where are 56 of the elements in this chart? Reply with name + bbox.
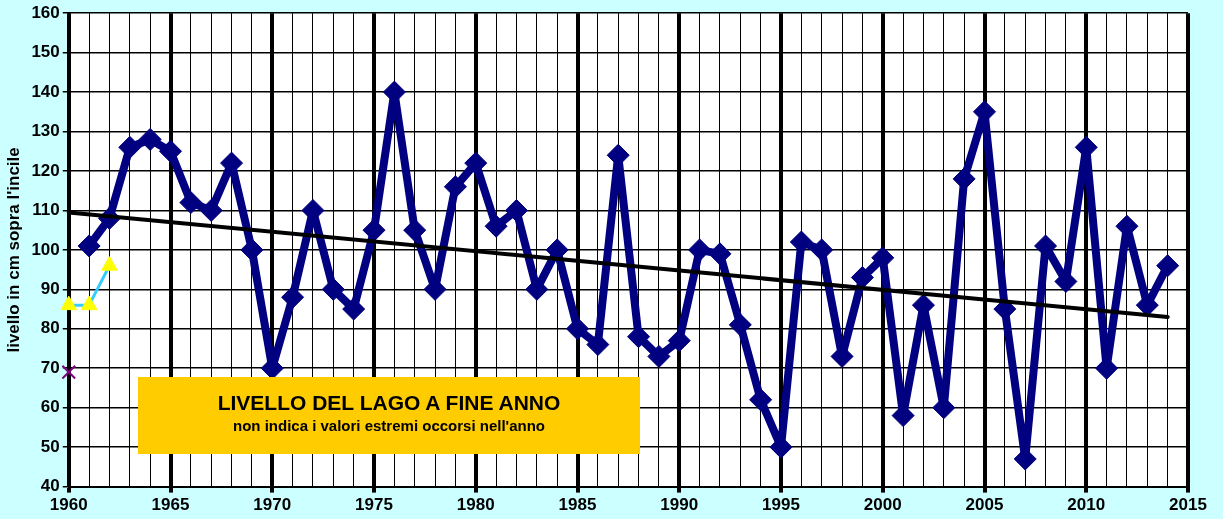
x-tick-label: 2005	[965, 495, 1004, 515]
x-tick-label: 1980	[456, 495, 495, 515]
point	[810, 238, 834, 262]
x-tick-label: 1970	[253, 495, 292, 515]
point	[627, 325, 651, 349]
x-tick-label: 1990	[660, 495, 699, 515]
point	[708, 242, 732, 266]
point	[362, 218, 386, 242]
y-tick-label: 120	[31, 160, 60, 180]
y-tick-label: 90	[40, 279, 60, 299]
y-axis-title: livello in cm sopra l'incile	[3, 147, 23, 353]
point	[403, 218, 427, 242]
x-tick-label: 2010	[1067, 495, 1106, 515]
y-tick-label: 150	[31, 42, 60, 62]
point	[789, 230, 813, 254]
point	[159, 139, 183, 163]
y-tick-label: 40	[40, 476, 60, 496]
x-tick-label: 1975	[355, 495, 393, 515]
x-tick-label: 1985	[558, 495, 597, 515]
y-tick-label: 160	[31, 2, 60, 22]
point	[1156, 254, 1180, 278]
y-tick-label: 110	[32, 200, 60, 220]
y-tick-label: 100	[31, 239, 60, 259]
point	[566, 317, 590, 341]
y-tick-label: 80	[40, 318, 60, 338]
x-tick-label: 2000	[863, 495, 902, 515]
y-tick-label: 70	[40, 357, 60, 377]
point	[728, 313, 752, 337]
point	[179, 191, 203, 215]
point	[118, 135, 142, 159]
point	[464, 151, 488, 175]
x-tick-label: 1995	[762, 495, 800, 515]
x-tick-label: 1960	[49, 495, 88, 515]
point	[443, 175, 467, 199]
point	[240, 238, 264, 262]
point	[138, 127, 162, 151]
point	[504, 198, 528, 222]
point	[484, 214, 508, 238]
point	[61, 364, 77, 380]
point	[667, 329, 691, 353]
y-tick-label: 50	[40, 436, 60, 456]
y-tick-label: 140	[31, 81, 60, 101]
point	[281, 285, 305, 309]
point	[586, 333, 610, 357]
y-tick-label: 130	[31, 121, 60, 141]
y-tick-label: 60	[40, 397, 60, 417]
point	[321, 277, 345, 301]
point	[342, 297, 366, 321]
point	[77, 234, 101, 258]
point	[749, 388, 773, 412]
x-tick-label: 2015	[1169, 495, 1207, 515]
caption-panel: LIVELLO DEL LAGO A FINE ANNO non indica i valori estremi occorsi nell'anno	[138, 377, 640, 454]
point	[688, 238, 712, 262]
point	[199, 198, 223, 222]
x-tick-label: 1965	[151, 495, 190, 515]
point	[647, 344, 671, 368]
